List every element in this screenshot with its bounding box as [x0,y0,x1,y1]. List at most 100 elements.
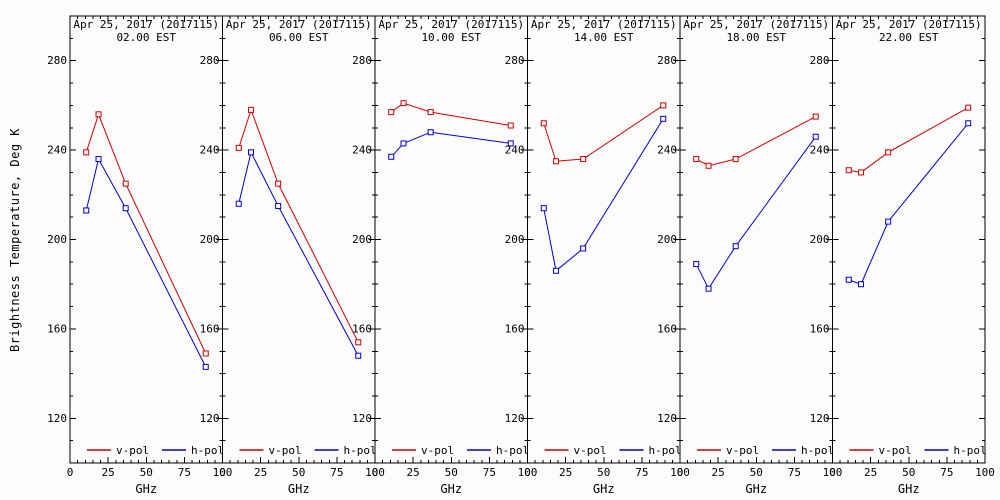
y-tick-label: 240 [657,144,677,157]
y-tick-label: 120 [47,412,67,425]
y-tick-label: 200 [505,233,525,246]
h-pol-marker [812,133,819,140]
h-pol-marker [83,207,90,214]
v-pol-marker [540,120,547,127]
x-tick-label: 100 [670,466,690,479]
x-tick-label: 50 [292,466,305,479]
y-tick-label: 240 [47,144,67,157]
x-tick-label: 25 [407,466,420,479]
x-tick-label: 75 [940,466,953,479]
v-pol-line [390,102,511,127]
legend-h-pol-label: h-pol [344,444,377,457]
x-axis-unit-label: GHz [288,482,310,496]
x-tick-label: 100 [823,466,843,479]
panel-legend: v-pol h-pol [239,444,377,457]
v-pol-line [238,108,359,343]
h-pol-marker [660,115,667,122]
h-pol-marker [553,267,560,274]
v-pol-marker [275,180,282,187]
panel-legend: v-pol h-pol [849,444,987,457]
v-pol-marker [885,149,892,156]
v-pol-marker [355,339,362,346]
v-pol-marker [812,113,819,120]
y-tick-label: 160 [200,322,220,335]
h-pol-marker [693,261,700,268]
v-pol-line [696,116,816,167]
h-pol-marker [95,156,102,163]
v-pol-marker [235,144,242,151]
x-tick-label: 50 [445,466,458,479]
legend-v-pol-label: v-pol [879,444,912,457]
legend-v-pol-label: v-pol [574,444,607,457]
legend-v-pol-label: v-pol [116,444,149,457]
y-tick-label: 120 [505,412,525,425]
h-pol-marker [388,153,395,160]
x-tick-label: 50 [597,466,610,479]
y-tick-label: 280 [352,54,372,67]
panel-title-date: Apr 25, 2017 (2017115) [378,18,524,31]
x-axis-unit-label: GHz [898,482,920,496]
v-pol-marker [388,109,395,116]
h-pol-marker [235,200,242,207]
legend-h-pol-label: h-pol [496,444,529,457]
panel-frame [832,15,986,464]
h-pol-marker [732,243,739,250]
x-tick-label: 25 [254,466,267,479]
panel-title-date: Apr 25, 2017 (2017115) [73,18,219,31]
y-tick-label: 160 [47,322,67,335]
x-tick-label: 25 [712,466,725,479]
h-pol-marker [845,276,852,283]
panel-0600: 120 160 200 240 280 0 25 50 75 100 GHz Apr 25, 2017… [200,15,385,496]
panel-title-date: Apr 25, 2017 (2017115) [683,18,829,31]
x-tick-label: 75 [178,466,191,479]
x-axis-unit-label: GHz [135,482,157,496]
panel-legend: v-pol h-pol [544,444,682,457]
h-pol-marker [248,149,255,156]
h-pol-line [238,150,359,356]
x-tick-label: 100 [365,466,385,479]
h-pol-line [390,131,511,158]
v-pol-line [85,112,207,354]
h-pol-marker [427,129,434,136]
panel-2200: 120 160 200 240 280 0 25 50 75 100 GHz Apr 25, 2017… [810,15,995,496]
h-pol-marker [507,140,514,147]
v-pol-marker [553,158,560,165]
y-tick-label: 200 [352,233,372,246]
panel-legend: v-pol h-pol [87,444,224,457]
h-pol-marker [885,218,892,225]
h-pol-marker [122,205,129,212]
h-pol-marker [705,285,712,292]
v-pol-marker [400,100,407,107]
y-tick-label: 280 [47,54,67,67]
h-pol-marker [355,352,362,359]
y-tick-label: 160 [657,322,677,335]
v-pol-marker [660,102,667,109]
x-tick-label: 75 [788,466,801,479]
y-tick-label: 200 [657,233,677,246]
legend-v-pol-label: v-pol [726,444,759,457]
panel-title-time: 18.00 EST [726,31,786,44]
h-pol-marker [580,245,587,252]
panel-title-time: 14.00 EST [574,31,634,44]
x-tick-label: 100 [518,466,538,479]
y-tick-label: 120 [352,412,372,425]
x-tick-label: 0 [372,466,379,479]
y-tick-label: 200 [200,233,220,246]
v-pol-marker [580,156,587,163]
panel-legend: v-pol h-pol [697,444,834,457]
panel-title-date: Apr 25, 2017 (2017115) [531,18,677,31]
x-tick-label: 75 [330,466,343,479]
x-tick-label: 50 [140,466,153,479]
v-pol-marker [95,111,102,118]
v-pol-marker [122,180,129,187]
h-pol-line [543,118,664,272]
v-pol-marker [845,167,852,174]
y-tick-label: 120 [200,412,220,425]
y-tick-label: 200 [47,233,67,246]
x-tick-label: 25 [102,466,115,479]
legend-h-pol-label: h-pol [649,444,682,457]
x-axis-unit-label: GHz [440,482,462,496]
v-pol-marker [83,149,90,156]
y-tick-label: 120 [657,412,677,425]
panel-title-time: 22.00 EST [879,31,939,44]
